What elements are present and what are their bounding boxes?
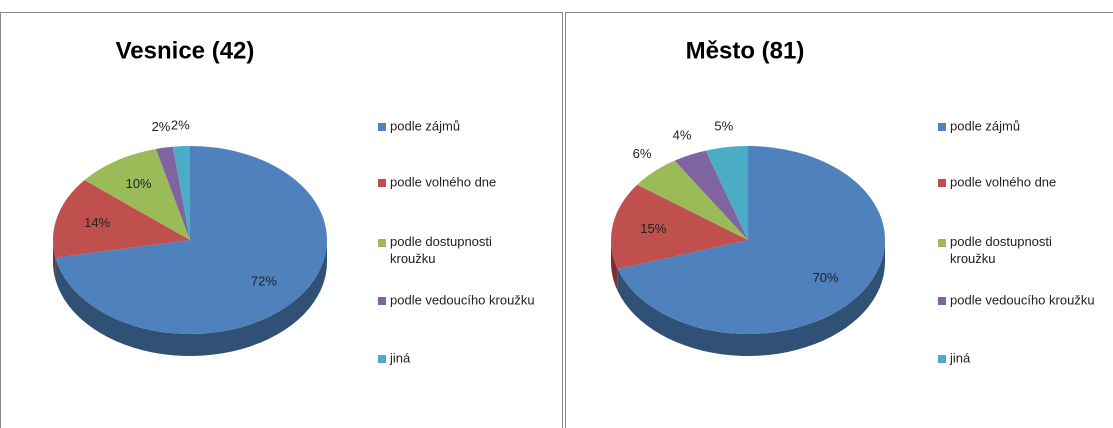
legend-label: jiná	[949, 350, 971, 365]
data-label: 72%	[251, 273, 277, 288]
pie-slice	[617, 146, 885, 334]
pie-slice	[55, 146, 328, 334]
legend-label: podle vedoucího kroužku	[390, 292, 535, 307]
data-label: 5%	[714, 119, 733, 134]
pie-slice	[674, 150, 748, 240]
legend-label: podle volného dne	[950, 174, 1056, 189]
legend-label: podle zájmů	[950, 118, 1020, 133]
legend-swatch	[938, 355, 946, 363]
legend-label: podle volného dne	[390, 174, 496, 189]
chart-frame	[0, 12, 563, 428]
legend-label: podle dostupnosti kroužku	[950, 234, 1052, 266]
pie-slice	[611, 184, 748, 270]
data-label: 10%	[126, 176, 152, 191]
chart-title: Vesnice (42)	[116, 37, 255, 64]
chart-frame	[565, 12, 1113, 428]
data-label: 6%	[633, 146, 652, 161]
pie-side	[53, 240, 56, 280]
pie-side	[55, 240, 328, 356]
pie-slice	[172, 146, 190, 240]
legend-label: podle dostupnosti kroužku	[390, 234, 492, 266]
legend-label: podle zájmů	[390, 118, 460, 133]
legend-swatch	[938, 239, 946, 247]
legend-swatch	[378, 179, 386, 187]
chart-title: Město (81)	[686, 37, 805, 64]
legend-swatch	[938, 123, 946, 131]
pie-slice	[705, 146, 748, 240]
data-label: 4%	[673, 127, 692, 142]
legend-swatch	[378, 239, 386, 247]
legend-label: podle vedoucího kroužku	[950, 292, 1095, 307]
legend-swatch	[378, 355, 386, 363]
pie-slice	[637, 160, 748, 240]
legend-swatch	[938, 179, 946, 187]
legend-label: jiná	[389, 350, 411, 365]
pie-side	[617, 240, 885, 356]
data-label: 2%	[152, 119, 171, 134]
data-label: 70%	[813, 270, 839, 285]
pie-slice	[53, 180, 190, 258]
legend-swatch	[938, 297, 946, 305]
data-label: 14%	[84, 215, 110, 230]
pie-slice	[84, 148, 190, 240]
data-label: 15%	[640, 221, 666, 236]
legend-swatch	[378, 297, 386, 305]
data-label: 2%	[171, 117, 190, 132]
pie-slice	[155, 146, 190, 240]
legend-swatch	[378, 123, 386, 131]
pie-side	[611, 240, 618, 292]
